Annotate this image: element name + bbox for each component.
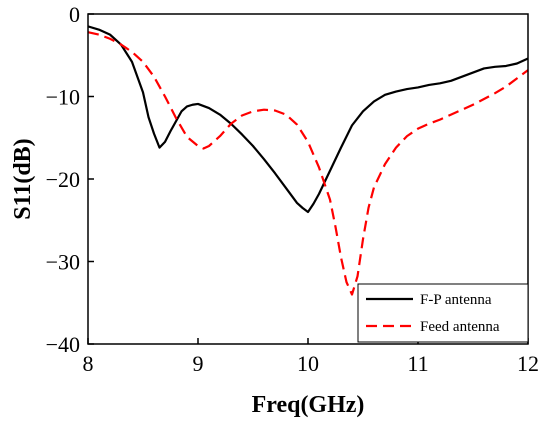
y-tick-label: −10 [46,85,80,110]
axis-tick-labels: 8 9 10 11 12 0 −10 −20 −30 −40 [46,2,539,376]
legend-label-fp-antenna: F-P antenna [420,292,492,308]
x-tick-label: 11 [407,351,428,376]
y-tick-label: −40 [46,332,80,357]
x-tick-label: 10 [297,351,319,376]
plot-curves [87,25,529,296]
series-line-feed-antenna [87,31,529,296]
x-axis-title: Freq(GHz) [252,392,365,418]
x-tick-label: 8 [83,351,94,376]
plot-frame [87,13,529,345]
y-tick-label: 0 [69,2,80,27]
legend-box [357,283,529,343]
legend-label-feed-antenna: Feed antenna [420,319,500,335]
x-tick-label: 12 [517,351,539,376]
y-axis-title: S11(dB) [10,138,36,219]
y-tick-label: −30 [46,250,80,275]
series-line-f-p-antenna [87,25,529,214]
y-tick-label: −20 [46,167,80,192]
legend: F-P antenna Feed antenna [357,283,529,343]
x-tick-label: 9 [193,351,204,376]
